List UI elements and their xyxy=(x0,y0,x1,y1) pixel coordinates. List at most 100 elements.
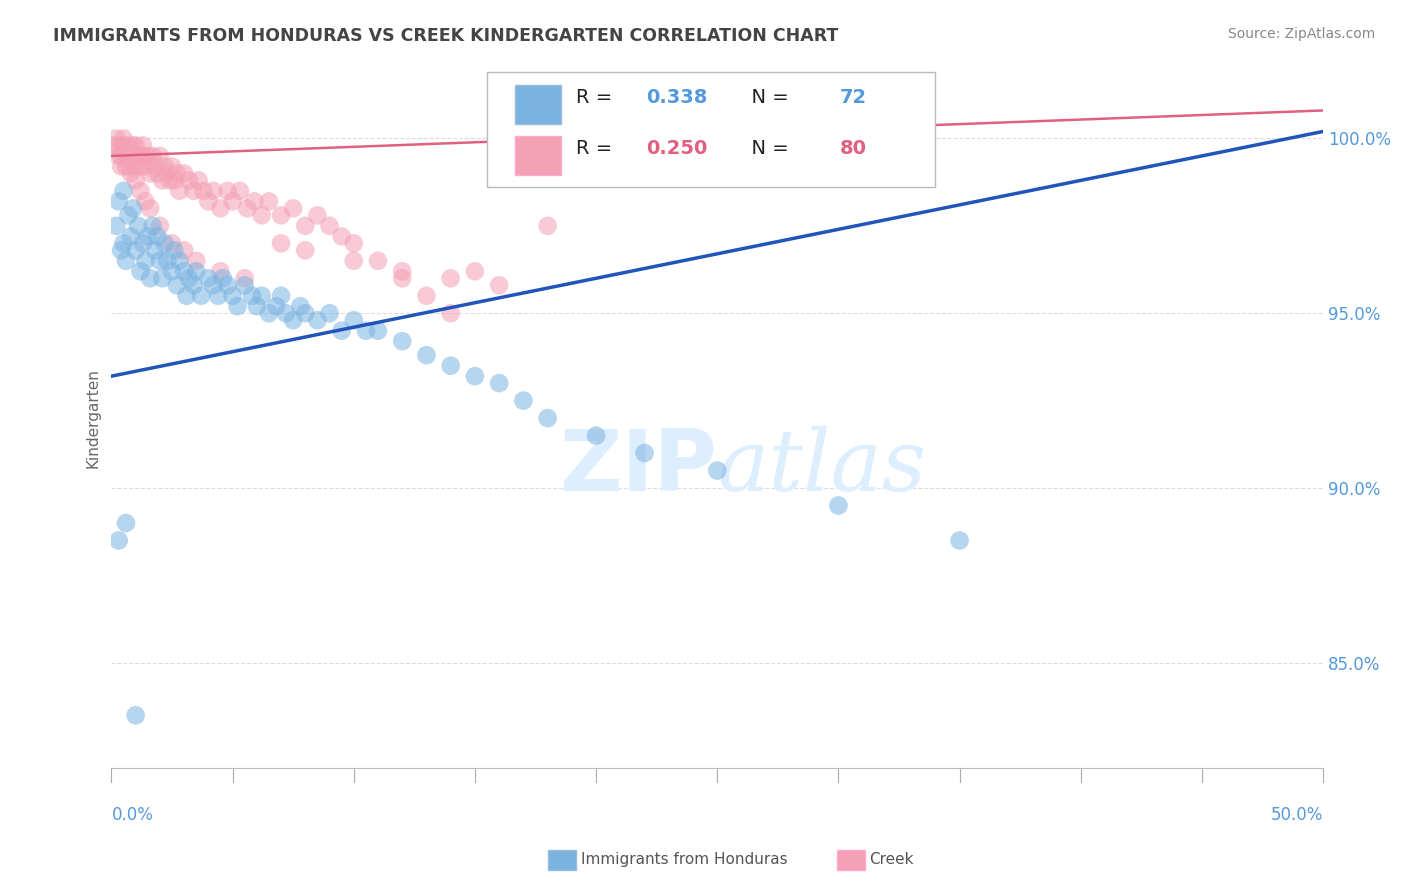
Point xyxy=(236,202,259,216)
Point xyxy=(103,138,125,153)
Point xyxy=(159,173,181,187)
Point xyxy=(120,166,142,180)
Point xyxy=(169,253,191,268)
Text: atlas: atlas xyxy=(717,425,927,508)
Point xyxy=(112,184,135,198)
Point xyxy=(117,138,139,153)
Point xyxy=(177,271,200,285)
Point xyxy=(240,289,263,303)
Point xyxy=(124,173,146,187)
Point xyxy=(134,194,156,209)
Point xyxy=(270,236,292,251)
Point xyxy=(132,149,155,163)
Point xyxy=(367,253,389,268)
Point xyxy=(134,253,156,268)
Point xyxy=(107,138,129,153)
Point xyxy=(156,166,179,180)
Point xyxy=(150,271,173,285)
Point xyxy=(110,160,132,174)
Point xyxy=(318,219,340,233)
Text: Creek: Creek xyxy=(869,853,914,867)
Point xyxy=(440,271,463,285)
Point xyxy=(343,253,366,268)
Point xyxy=(233,271,256,285)
Text: 80: 80 xyxy=(839,139,866,158)
Point xyxy=(415,348,437,362)
Point xyxy=(827,499,849,513)
Point xyxy=(246,299,269,313)
Point xyxy=(124,244,146,258)
Point xyxy=(169,184,191,198)
Point xyxy=(105,219,128,233)
Point xyxy=(190,289,212,303)
Point xyxy=(343,313,366,327)
Point xyxy=(330,229,353,244)
Point xyxy=(129,264,152,278)
Point xyxy=(226,299,249,313)
Point xyxy=(330,324,353,338)
Point xyxy=(110,149,132,163)
Point xyxy=(149,253,172,268)
Point xyxy=(250,208,273,222)
Point xyxy=(270,208,292,222)
Point xyxy=(949,533,972,548)
Text: N =: N = xyxy=(740,88,794,107)
Point xyxy=(391,271,413,285)
Text: 0.250: 0.250 xyxy=(645,139,707,158)
Point xyxy=(290,299,312,313)
Point xyxy=(107,149,129,163)
Point xyxy=(122,138,145,153)
Point xyxy=(243,194,266,209)
Text: IMMIGRANTS FROM HONDURAS VS CREEK KINDERGARTEN CORRELATION CHART: IMMIGRANTS FROM HONDURAS VS CREEK KINDER… xyxy=(53,27,839,45)
Point xyxy=(115,160,138,174)
Point xyxy=(129,184,152,198)
Point xyxy=(166,166,188,180)
Point xyxy=(209,264,232,278)
Point xyxy=(488,278,510,293)
Text: Source: ZipAtlas.com: Source: ZipAtlas.com xyxy=(1227,27,1375,41)
Text: 50.0%: 50.0% xyxy=(1271,806,1323,824)
Point xyxy=(143,244,166,258)
Point xyxy=(585,428,607,442)
Point xyxy=(120,149,142,163)
Point xyxy=(127,149,149,163)
Point xyxy=(209,202,232,216)
Point xyxy=(440,306,463,320)
Point xyxy=(512,393,534,408)
Point xyxy=(124,708,146,723)
Point xyxy=(257,306,280,320)
Point xyxy=(153,160,176,174)
Point xyxy=(354,324,377,338)
Point xyxy=(173,166,195,180)
Point xyxy=(160,264,183,278)
Point xyxy=(142,219,165,233)
Point xyxy=(105,131,128,145)
Point xyxy=(217,184,239,198)
Point xyxy=(229,184,252,198)
Point xyxy=(163,244,186,258)
Point xyxy=(136,229,159,244)
Point xyxy=(307,313,329,327)
Point xyxy=(536,219,558,233)
Point xyxy=(202,278,225,293)
Point xyxy=(536,411,558,425)
Point xyxy=(307,208,329,222)
Point xyxy=(149,219,172,233)
Point xyxy=(294,306,316,320)
Text: N =: N = xyxy=(740,139,794,158)
Point xyxy=(706,464,728,478)
Point xyxy=(186,253,208,268)
Point xyxy=(464,264,486,278)
Point xyxy=(187,173,209,187)
Point xyxy=(139,271,162,285)
Point xyxy=(176,289,198,303)
Point xyxy=(173,244,195,258)
Point xyxy=(183,184,205,198)
Point xyxy=(294,219,316,233)
Point xyxy=(136,149,159,163)
Point xyxy=(343,236,366,251)
Point xyxy=(166,278,188,293)
Point xyxy=(173,264,195,278)
Point xyxy=(143,160,166,174)
Point xyxy=(217,278,239,293)
